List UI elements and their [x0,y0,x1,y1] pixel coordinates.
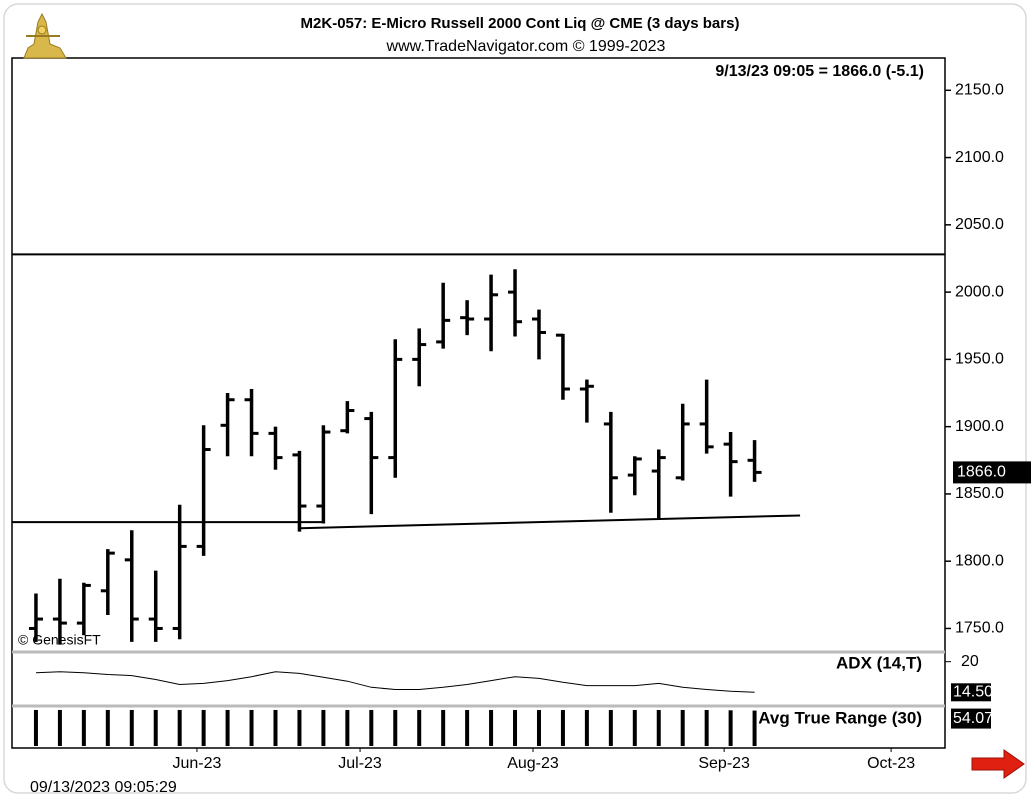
y-tick-label: 2150.0 [955,82,1004,99]
atr-bar [728,710,733,746]
atr-bar [297,709,302,746]
atr-bar [153,709,158,746]
atr-last-box [951,708,991,729]
scroll-arrow[interactable] [971,749,1025,779]
atr-bar [249,709,254,746]
chart-subtitle: www.TradeNavigator.com © 1999-2023 [386,38,666,55]
y-tick-label: 1800.0 [955,552,1004,569]
atr-bar [680,709,685,746]
atr-bar [393,709,398,746]
atr-label: Avg True Range (30) [758,708,922,727]
atr-bar [513,709,518,746]
logo [23,12,67,59]
atr-bar [536,709,541,746]
x-tick-label: Aug-23 [507,755,559,772]
atr-bar [177,709,182,746]
adx-line [35,671,755,693]
x-tick-label: Jul-23 [338,755,382,772]
trend-line [299,514,801,530]
last-price-label: 1866.0 [957,464,1006,481]
atr-last-label: 54.07 [953,710,993,727]
atr-bar [33,709,38,746]
atr-bar [129,709,134,746]
last-quote: 9/13/23 09:05 = 1866.0 (-5.1) [715,63,924,80]
x-tick-label: Jun-23 [172,755,221,772]
y-tick-label: 1950.0 [955,351,1004,368]
atr-bar [81,709,86,746]
y-tick-label: 2100.0 [955,149,1004,166]
atr-bar [441,709,446,746]
atr-bar [632,709,637,746]
timestamp: 09/13/2023 09:05:29 [30,779,177,796]
y-tick-label: 1900.0 [955,418,1004,435]
atr-bar [321,709,326,746]
atr-bar [417,709,422,746]
x-tick-label: Oct-23 [867,755,915,772]
x-tick-label: Sep-23 [698,755,750,772]
atr-bar [105,709,110,746]
plot-frame [11,57,946,749]
atr-bar [560,709,565,746]
adx-tick-label: 20 [961,653,979,670]
y-tick-label: 2000.0 [955,283,1004,300]
atr-bar [704,709,709,746]
atr-bar [225,709,230,746]
atr-bar [345,709,350,746]
atr-bar [656,709,661,746]
y-tick-label: 1850.0 [955,485,1004,502]
atr-bar [57,709,62,746]
adx-last-box [951,683,991,702]
y-tick-label: 1750.0 [955,620,1004,637]
chart-title: M2K-057: E-Micro Russell 2000 Cont Liq @… [301,15,740,32]
adx-last-label: 14.50 [953,684,993,701]
atr-bar [201,709,206,746]
atr-bar [584,709,589,746]
atr-bar [369,709,374,746]
atr-bar [608,709,613,746]
atr-bar [465,709,470,746]
atr-bar [489,709,494,746]
y-tick-label: 2050.0 [955,216,1004,233]
last-price-box [953,461,1031,484]
adx-label: ADX (14,T) [836,653,922,672]
atr-bar [273,709,278,746]
atr-bar [752,710,757,746]
